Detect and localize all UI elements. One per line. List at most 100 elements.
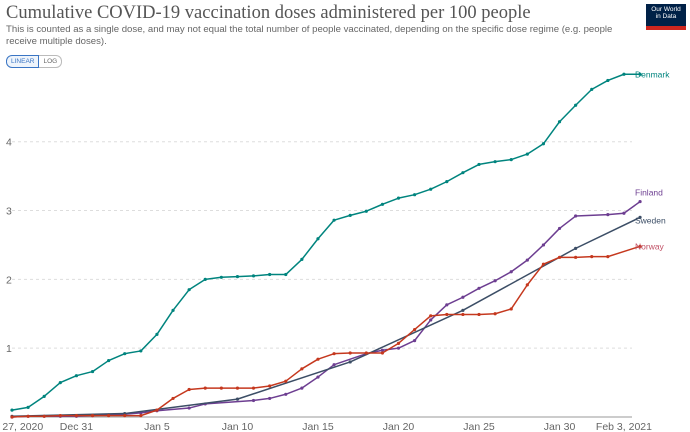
data-point xyxy=(493,279,497,283)
series-label: Norway xyxy=(635,241,665,251)
logo-line1: Our World xyxy=(651,6,681,13)
data-point xyxy=(235,397,240,401)
data-point xyxy=(574,246,578,250)
data-point xyxy=(42,394,46,398)
scale-toggle: LINEAR LOG xyxy=(6,55,63,68)
chart-subtitle: This is counted as a single dose, and ma… xyxy=(6,24,613,47)
data-point xyxy=(155,332,159,337)
y-tick-label: 1 xyxy=(6,343,12,355)
data-point xyxy=(396,196,401,200)
data-point xyxy=(171,308,175,312)
data-point xyxy=(380,351,384,355)
series-line xyxy=(11,200,641,418)
data-point xyxy=(235,275,240,279)
data-point xyxy=(445,303,449,307)
data-point xyxy=(58,414,62,418)
data-point xyxy=(541,262,546,266)
series-label: Denmark xyxy=(635,69,670,79)
data-point xyxy=(493,160,497,164)
data-point xyxy=(461,312,465,317)
data-point xyxy=(557,120,562,124)
data-point xyxy=(574,255,578,259)
series-line xyxy=(11,245,641,418)
data-point xyxy=(396,341,401,345)
data-point xyxy=(638,72,642,76)
data-point xyxy=(187,288,191,292)
log-scale-button[interactable]: LOG xyxy=(39,55,63,68)
data-point xyxy=(364,351,368,355)
data-point xyxy=(396,346,401,350)
data-point xyxy=(332,352,336,356)
data-point xyxy=(58,380,62,385)
data-point xyxy=(90,369,95,374)
data-point xyxy=(606,255,610,259)
data-point xyxy=(477,162,481,167)
data-point xyxy=(251,386,256,390)
x-tick-label: Dec 31 xyxy=(60,421,93,432)
x-tick-label: Jan 5 xyxy=(144,421,170,432)
data-point xyxy=(557,226,562,231)
data-point xyxy=(380,348,384,352)
data-point xyxy=(284,392,288,396)
data-point xyxy=(364,209,368,213)
x-tick-label: Jan 30 xyxy=(544,421,576,432)
data-point xyxy=(622,211,626,215)
data-point xyxy=(412,339,417,343)
data-point xyxy=(187,387,191,392)
data-point xyxy=(107,358,111,363)
data-point xyxy=(590,87,594,91)
data-point xyxy=(90,414,95,418)
data-point xyxy=(74,374,79,378)
x-tick-label: Feb 3, 2021 xyxy=(596,421,652,432)
data-point xyxy=(509,307,513,311)
data-point xyxy=(477,286,481,290)
x-tick-label: Jan 10 xyxy=(222,421,254,432)
data-point xyxy=(541,142,546,146)
linear-scale-button[interactable]: LINEAR xyxy=(6,55,40,68)
y-tick-label: 3 xyxy=(6,206,12,218)
data-point xyxy=(445,180,449,184)
data-point xyxy=(251,398,256,403)
data-point xyxy=(268,384,272,388)
data-point xyxy=(348,351,352,355)
data-point xyxy=(509,270,513,274)
x-tick-label: Dec 27, 2020 xyxy=(0,421,43,432)
x-tick-label: Jan 15 xyxy=(302,421,334,432)
data-point xyxy=(139,414,143,418)
data-point xyxy=(557,255,562,259)
data-point xyxy=(316,237,320,241)
data-point xyxy=(348,360,352,364)
data-point xyxy=(10,408,14,412)
series-label: Sweden xyxy=(635,215,666,225)
data-point xyxy=(284,272,288,277)
data-point xyxy=(380,202,384,206)
data-point xyxy=(332,218,336,222)
data-point xyxy=(461,308,465,312)
data-point xyxy=(574,103,578,107)
data-point xyxy=(203,277,207,281)
chart-title: Cumulative COVID-19 vaccination doses ad… xyxy=(6,3,531,23)
data-point xyxy=(300,386,304,390)
data-point xyxy=(203,386,207,390)
x-tick-label: Jan 25 xyxy=(463,421,495,432)
data-point xyxy=(251,274,256,278)
data-point xyxy=(74,414,79,418)
series-line xyxy=(11,73,641,411)
data-point xyxy=(235,386,240,390)
data-point xyxy=(461,171,465,175)
x-tick-label: Jan 20 xyxy=(383,421,415,432)
data-point xyxy=(445,312,449,317)
data-point xyxy=(509,158,513,162)
data-point xyxy=(525,152,529,156)
owid-logo[interactable]: Our World in Data xyxy=(646,4,686,30)
data-point xyxy=(525,283,529,287)
data-point xyxy=(300,367,304,371)
data-point xyxy=(26,414,30,418)
logo-accent-bar xyxy=(646,26,686,30)
data-point xyxy=(123,414,127,418)
series-label: Finland xyxy=(635,188,663,198)
data-point xyxy=(525,258,529,262)
data-point xyxy=(268,396,272,401)
data-point xyxy=(429,187,433,191)
data-point xyxy=(10,415,14,419)
